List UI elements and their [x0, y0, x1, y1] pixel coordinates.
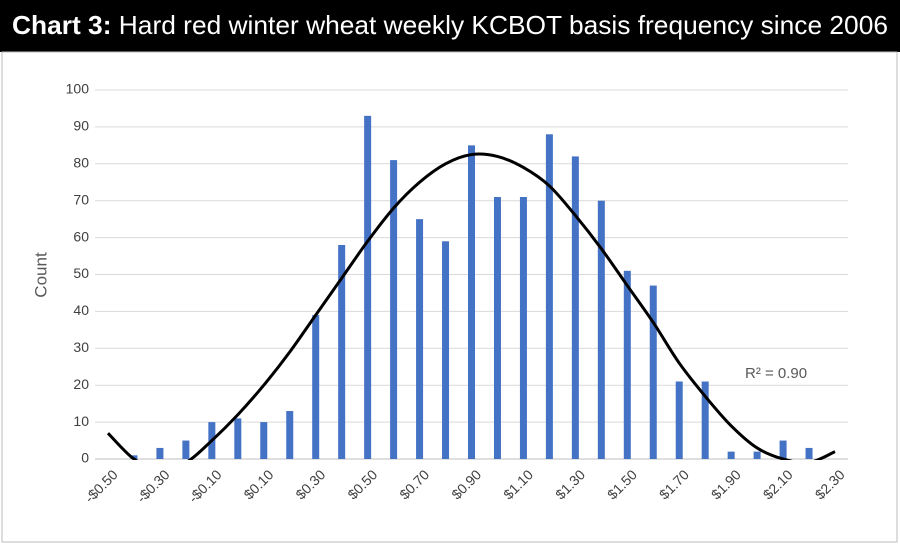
bar	[338, 244, 346, 459]
y-tick-label: 60	[73, 228, 89, 244]
bar	[727, 451, 735, 459]
y-tick-label: 90	[73, 118, 89, 134]
y-tick-label: 40	[73, 302, 89, 318]
bar	[312, 315, 320, 459]
title-bar	[0, 0, 900, 52]
bar	[597, 200, 605, 459]
bar	[182, 440, 190, 459]
bar	[623, 270, 631, 459]
bar	[156, 447, 164, 459]
x-tick-label: -$0.30	[133, 466, 173, 506]
y-tick-label: 20	[73, 376, 89, 392]
bar	[649, 285, 657, 459]
x-tick-label: -$0.50	[81, 466, 121, 506]
y-tick-label: 80	[73, 155, 89, 171]
bar	[468, 145, 475, 459]
bar	[234, 418, 242, 459]
x-tick-label: $0.90	[448, 466, 484, 502]
bar	[701, 381, 709, 459]
frame	[1, 51, 898, 543]
chart-title: Chart 3: Hard red winter wheat weekly KC…	[12, 10, 888, 40]
y-tick-label: 70	[73, 191, 89, 207]
bar	[545, 134, 553, 459]
bar	[416, 219, 424, 459]
y-tick-label: 10	[73, 413, 89, 429]
bar	[571, 156, 579, 460]
bar	[675, 381, 683, 459]
bar	[493, 197, 501, 459]
x-tick-label: $0.70	[396, 466, 432, 502]
trendline-group	[106, 152, 836, 460]
x-tick-label: $2.10	[760, 466, 796, 502]
bar	[260, 422, 268, 459]
x-tick-label: $1.30	[552, 466, 588, 502]
y-tick-label: 30	[73, 339, 89, 355]
bar	[779, 440, 787, 459]
bar	[364, 115, 372, 459]
y-tick-label: 0	[81, 450, 89, 466]
x-tick-label: $1.70	[656, 466, 692, 502]
annotation: R² = 0.90	[745, 365, 807, 382]
chart-title-text: Hard red winter wheat weekly KCBOT basis…	[119, 10, 888, 40]
x-tick-label: -$0.10	[185, 466, 225, 506]
bar	[519, 197, 527, 459]
x-tick-label: $1.10	[500, 466, 536, 502]
bar	[286, 411, 294, 459]
x-tick-label: $1.50	[604, 466, 640, 502]
bar	[753, 451, 761, 459]
bar	[390, 160, 398, 460]
x-tick-label: $1.90	[708, 466, 744, 502]
y-tick-label: 50	[73, 265, 89, 281]
bar	[805, 447, 813, 459]
y-axis-label: Count	[31, 252, 50, 298]
x-tick-label: $2.30	[812, 466, 848, 502]
y-tick-label: 100	[66, 81, 90, 97]
chart-number: Chart 3:	[12, 10, 111, 40]
bar	[442, 241, 450, 459]
x-tick-label: $0.10	[240, 466, 276, 502]
x-tick-label: $0.50	[344, 466, 380, 502]
x-tick-label: $0.30	[292, 466, 328, 502]
trendline	[106, 152, 836, 460]
